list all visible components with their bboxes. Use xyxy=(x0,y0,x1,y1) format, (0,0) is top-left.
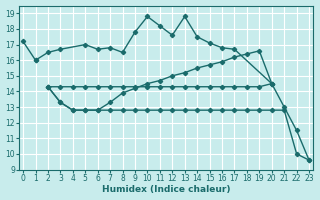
X-axis label: Humidex (Indice chaleur): Humidex (Indice chaleur) xyxy=(102,185,230,194)
